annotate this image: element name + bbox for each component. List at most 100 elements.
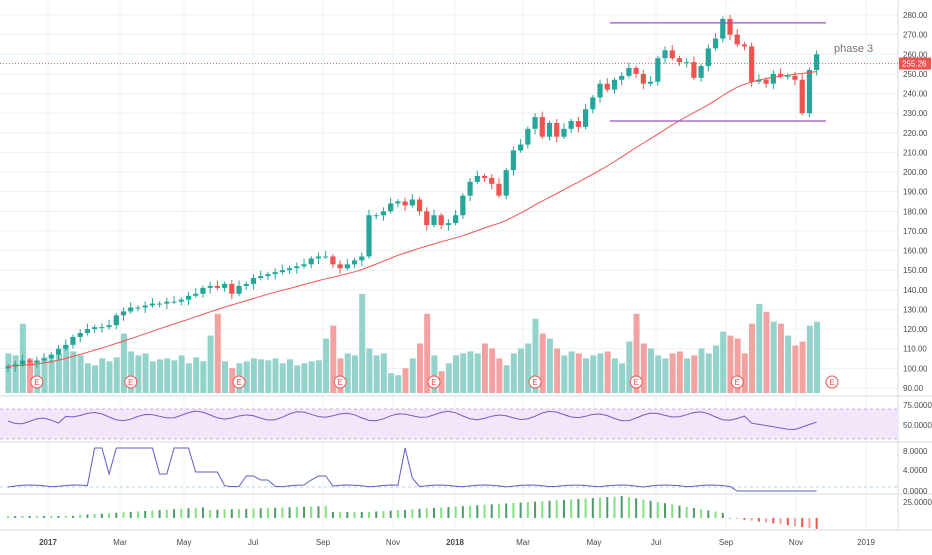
histogram-bar — [223, 509, 226, 518]
candle-body — [157, 303, 163, 305]
volume-bar — [135, 355, 142, 393]
candle-body — [510, 150, 516, 171]
histogram-bar — [194, 507, 197, 518]
indicator-axis-label: 4.0000 — [903, 466, 928, 475]
volume-bar — [171, 360, 178, 393]
histogram-bar — [7, 516, 9, 518]
histogram-bar — [757, 518, 760, 522]
volume-bar — [626, 341, 633, 393]
volume-bar — [532, 318, 539, 393]
volume-bar — [518, 348, 525, 393]
candle-body — [351, 260, 358, 265]
candle-body — [662, 50, 668, 59]
volume-bar — [416, 343, 423, 393]
indicator-pane — [0, 447, 898, 492]
candle-body — [92, 327, 98, 330]
candle-body — [395, 201, 401, 204]
volume-bar — [431, 355, 438, 393]
earnings-marker-label: E — [532, 378, 537, 387]
candle-body — [604, 83, 610, 90]
volume-bar — [41, 357, 48, 393]
histogram-bar — [158, 510, 161, 518]
volume-bar — [756, 303, 763, 393]
histogram-axis-label: 25.0000 — [903, 498, 932, 507]
x-axis-label: Mar — [516, 538, 530, 547]
volume-bar — [445, 363, 452, 393]
candle-body — [402, 201, 408, 206]
candle-body — [431, 215, 437, 226]
earnings-marker-label: E — [829, 378, 834, 387]
price-tick-label: 250.00 — [903, 70, 928, 79]
x-axis-label: Sep — [719, 538, 734, 547]
histogram-bar — [14, 516, 17, 518]
candlesticks — [5, 15, 820, 373]
histogram-bar — [43, 516, 46, 518]
histogram-bar — [404, 509, 407, 518]
volume-bar — [453, 355, 460, 393]
volume-bar — [373, 355, 380, 393]
candle-body — [770, 73, 776, 84]
candle-body — [315, 256, 322, 259]
candle-body — [698, 66, 704, 78]
price-tick-label: 260.00 — [903, 50, 928, 59]
volume-bar — [655, 355, 662, 393]
phase-annotation: phase 3 — [834, 43, 873, 55]
candle-body — [229, 283, 235, 294]
histogram-bar — [324, 506, 327, 518]
volume-bar — [633, 313, 640, 393]
histogram-bar — [274, 507, 277, 518]
volume-bar — [388, 373, 395, 393]
volume-bar — [178, 355, 185, 393]
volume-bar — [77, 355, 84, 393]
volume-bar — [525, 343, 532, 393]
x-axis-label: Sep — [316, 538, 331, 547]
volume-bar — [727, 335, 734, 393]
price-tick-label: 210.00 — [903, 148, 928, 157]
volume-bar — [301, 363, 308, 393]
indicator-axis-label: 0.0000 — [903, 487, 928, 496]
candle-body — [792, 75, 798, 80]
candle-body — [236, 285, 242, 294]
candle-body — [55, 348, 62, 355]
candle-body — [474, 175, 480, 182]
histogram-bar — [411, 509, 414, 518]
histogram-bar — [606, 497, 609, 518]
candle-body — [308, 258, 314, 265]
volume-bar — [113, 357, 120, 393]
candle-body — [366, 215, 372, 257]
histogram-bar — [620, 496, 623, 518]
candle-body — [27, 360, 33, 363]
histogram-bar — [678, 505, 681, 518]
earnings-marker-icon — [333, 375, 347, 389]
candle-body — [575, 121, 581, 127]
histogram-bar — [541, 501, 544, 518]
volume-bar — [604, 351, 611, 393]
volume-bar — [380, 353, 387, 393]
candle-body — [301, 264, 307, 267]
candle-body — [323, 256, 329, 258]
histogram-pane — [7, 496, 818, 529]
histogram-bar — [281, 507, 284, 518]
volume-bar — [763, 311, 770, 393]
volume-bar — [12, 355, 19, 393]
candle-body — [77, 333, 83, 337]
earnings-marker-label: E — [236, 378, 241, 387]
volume-bar — [662, 358, 669, 393]
candle-body — [63, 344, 69, 349]
candle-body — [193, 293, 199, 296]
volume-bar — [575, 353, 582, 393]
volume-bar — [351, 355, 358, 393]
histogram-bar — [252, 508, 255, 518]
candle-body — [200, 287, 206, 294]
histogram-bar — [440, 507, 443, 518]
earnings-marker-icon — [232, 375, 246, 389]
candle-body — [481, 175, 488, 178]
histogram-bar — [180, 508, 183, 518]
volume-bar — [712, 345, 719, 393]
volume-bar — [120, 333, 127, 393]
histogram-bar — [519, 502, 522, 518]
rsi-axis-label: 75.0000 — [903, 401, 932, 410]
candle-body — [438, 215, 444, 226]
